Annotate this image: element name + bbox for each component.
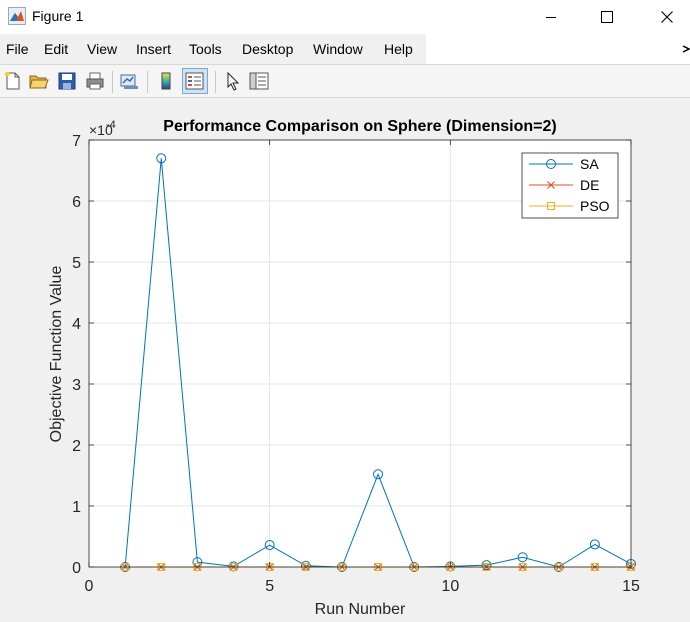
chart-area: 0 5 10 15 0 1 2 3 4 5 6 7 ×10 -4 Performance Compar… bbox=[48, 118, 640, 618]
minimize-button[interactable] bbox=[528, 0, 574, 34]
new-figure-icon[interactable] bbox=[2, 70, 24, 92]
legend-marker-de bbox=[547, 181, 555, 189]
figure-canvas: 0 5 10 15 0 1 2 3 4 5 6 7 ×10 -4 Performance Compar… bbox=[0, 99, 690, 622]
y-tick-label: 2 bbox=[72, 438, 81, 455]
menu-insert[interactable]: Insert bbox=[136, 41, 172, 57]
legend-marker-de-stroke bbox=[547, 181, 555, 189]
y-axis-label: Objective Function Value bbox=[48, 266, 65, 443]
toolbar-separator bbox=[147, 71, 148, 93]
legend[interactable]: SA DE PSO bbox=[521, 152, 619, 219]
x-tick-label: 10 bbox=[441, 578, 459, 595]
toolbar bbox=[0, 64, 690, 98]
data-point-sa bbox=[264, 540, 275, 551]
legend-entry-pso[interactable]: PSO bbox=[529, 198, 610, 214]
menu-tools[interactable]: Tools bbox=[189, 41, 222, 57]
y-tick-label: 5 bbox=[72, 255, 81, 272]
edit-plot-icon[interactable] bbox=[222, 70, 244, 92]
close-button[interactable] bbox=[644, 0, 690, 34]
y-tick-label: 0 bbox=[72, 560, 81, 577]
menu-window[interactable]: Window bbox=[313, 41, 363, 57]
menu-edit[interactable]: Edit bbox=[44, 41, 69, 57]
print-icon[interactable] bbox=[84, 70, 106, 92]
y-tick-label: 6 bbox=[72, 194, 81, 211]
insert-colorbar-icon[interactable] bbox=[155, 70, 177, 92]
y-tick-label: 4 bbox=[72, 316, 81, 333]
legend-entry-de[interactable]: DE bbox=[529, 177, 599, 193]
menu-dock-arrow-icon[interactable] bbox=[682, 44, 690, 54]
data-point-sa bbox=[156, 153, 167, 164]
maximize-button[interactable] bbox=[584, 0, 630, 34]
x-axis-label: Run Number bbox=[315, 601, 406, 618]
link-plot-icon[interactable] bbox=[118, 70, 140, 92]
insert-legend-button[interactable] bbox=[182, 68, 208, 94]
window-title: Figure 1 bbox=[32, 8, 84, 24]
save-icon[interactable] bbox=[56, 70, 78, 92]
legend-label-sa: SA bbox=[580, 156, 599, 172]
y-tick-label: 7 bbox=[72, 133, 81, 150]
property-inspector-icon[interactable] bbox=[248, 70, 270, 92]
toolbar-separator bbox=[215, 71, 216, 93]
menu-view[interactable]: View bbox=[87, 41, 118, 57]
close-icon bbox=[661, 11, 673, 23]
title-bar: Figure 1 bbox=[0, 0, 690, 34]
y-tick-label: 3 bbox=[72, 377, 81, 394]
menu-file[interactable]: File bbox=[6, 41, 29, 57]
y-tick-label: 1 bbox=[72, 499, 81, 516]
toolbar-separator bbox=[112, 71, 113, 93]
data-point-sa bbox=[589, 539, 600, 550]
data-point-sa bbox=[373, 469, 384, 480]
axes-box bbox=[88, 139, 632, 568]
insert-legend-icon bbox=[185, 72, 204, 90]
minimize-icon bbox=[546, 17, 556, 18]
legend-entry-sa[interactable]: SA bbox=[529, 156, 599, 172]
menu-bar-end bbox=[426, 34, 690, 64]
x-tick-label: 0 bbox=[85, 578, 94, 595]
menu-help[interactable]: Help bbox=[384, 41, 413, 57]
legend-label-pso: PSO bbox=[580, 198, 610, 214]
x-tick-label: 15 bbox=[622, 578, 640, 595]
legend-marker-pso bbox=[547, 202, 555, 210]
chart-title: Performance Comparison on Sphere (Dimens… bbox=[163, 118, 556, 135]
y-exponent-power: -4 bbox=[106, 119, 116, 131]
series-line-sa bbox=[124, 158, 632, 568]
open-file-icon[interactable] bbox=[28, 70, 50, 92]
data-point-sa bbox=[517, 552, 528, 563]
legend-marker-sa bbox=[546, 159, 556, 169]
x-tick-label: 5 bbox=[265, 578, 274, 595]
menu-desktop[interactable]: Desktop bbox=[242, 41, 294, 57]
matlab-logo-icon bbox=[8, 7, 26, 25]
data-point-sa bbox=[481, 560, 492, 571]
legend-label-de: DE bbox=[580, 177, 599, 193]
y-exponent-base: ×10 bbox=[89, 122, 113, 138]
maximize-icon bbox=[601, 11, 613, 23]
